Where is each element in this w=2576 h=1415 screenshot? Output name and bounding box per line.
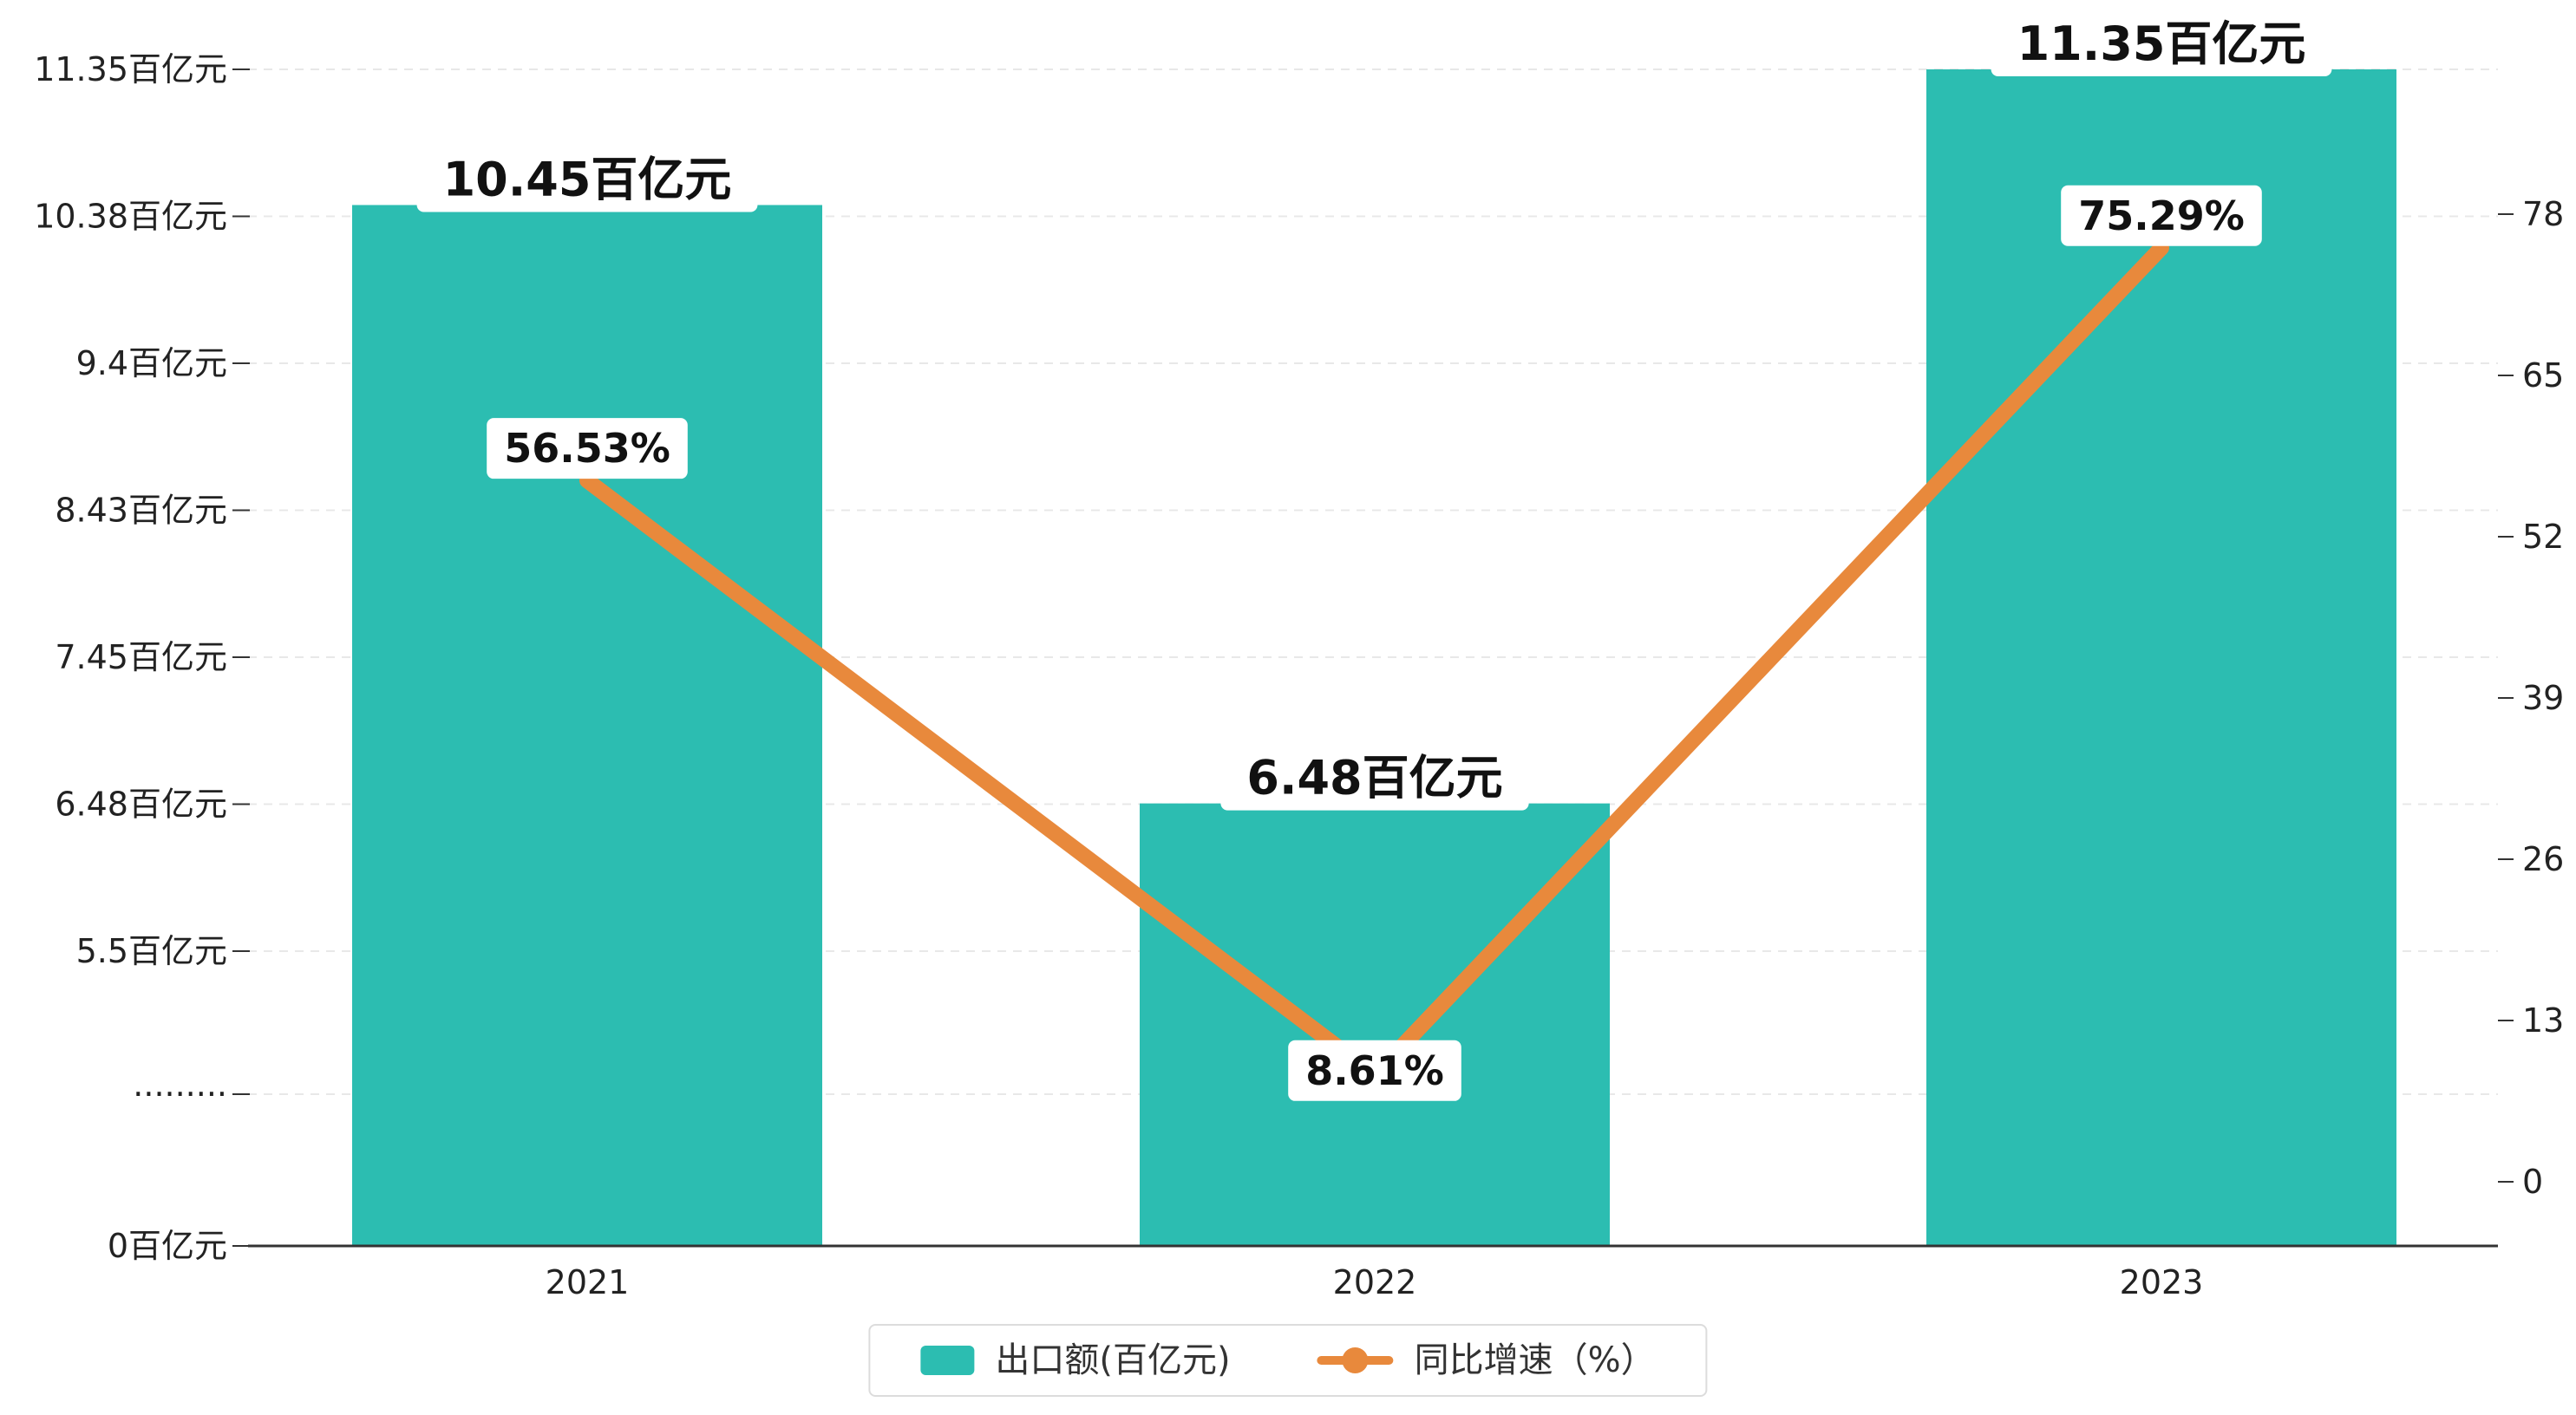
growth-rate-label-text: 8.61% <box>1305 1047 1444 1094</box>
bar-2021[interactable] <box>352 205 822 1246</box>
chart-legend: 出口额(百亿元) 同比增速（%） <box>868 1324 1708 1397</box>
bar-value-label: 11.35百亿元 <box>1991 11 2332 76</box>
bar-value-label: 6.48百亿元 <box>1220 745 1529 811</box>
growth-rate-label: 56.53% <box>487 418 688 479</box>
left-axis-label: 5.5百亿元 <box>76 932 227 970</box>
line-series-swatch <box>1317 1346 1394 1375</box>
left-axis-label: 8.43百亿元 <box>55 492 227 530</box>
growth-rate-label: 75.29% <box>2061 185 2262 246</box>
x-axis-label-2021: 2021 <box>546 1263 630 1301</box>
bar-value-label: 10.45百亿元 <box>416 147 758 212</box>
growth-rate-label-text: 56.53% <box>504 425 670 472</box>
right-axis-label: 65 <box>2522 356 2564 395</box>
x-axis-label-2023: 2023 <box>2120 1263 2204 1301</box>
legend-item-bar-series[interactable]: 出口额(百亿元) <box>920 1340 1231 1380</box>
bar-value-label-bg <box>1991 11 2332 76</box>
legend-label: 出口额(百亿元) <box>995 1340 1231 1380</box>
bar-2022[interactable] <box>1140 803 1610 1246</box>
x-axis-label-2022: 2022 <box>1333 1263 1417 1301</box>
left-axis-label: 7.45百亿元 <box>55 638 227 676</box>
left-axis-label: 11.35百亿元 <box>34 50 227 88</box>
left-axis-label: ········· <box>133 1075 227 1113</box>
right-axis-label: 78 <box>2522 195 2564 233</box>
bar-value-label-bg <box>1220 745 1529 811</box>
growth-rate-label-bg <box>1288 1040 1461 1101</box>
right-axis-label: 39 <box>2522 679 2564 717</box>
growth-rate-label: 8.61% <box>1288 1040 1461 1101</box>
right-axis-label: 0 <box>2522 1163 2543 1201</box>
left-axis-label: 0百亿元 <box>108 1227 227 1265</box>
bar-value-label-bg <box>416 147 758 212</box>
line-swatch-dot <box>1342 1347 1369 1373</box>
bar-value-label-text: 10.45百亿元 <box>443 152 732 206</box>
right-axis-label: 52 <box>2522 518 2564 556</box>
growth-rate-label-bg <box>2061 185 2262 246</box>
right-axis-label: 26 <box>2522 840 2564 878</box>
left-axis-label: 6.48百亿元 <box>55 786 227 824</box>
legend-item-line-series[interactable]: 同比增速（%） <box>1317 1343 1656 1378</box>
right-axis-label: 13 <box>2522 1001 2564 1040</box>
bar-value-label-text: 6.48百亿元 <box>1246 751 1502 805</box>
growth-rate-label-text: 75.29% <box>2078 192 2245 239</box>
left-axis-label: 10.38百亿元 <box>34 198 227 236</box>
legend-label: 同比增速（%） <box>1414 1340 1656 1380</box>
bar-2023[interactable] <box>1926 69 2396 1246</box>
bar-series-swatch <box>920 1346 975 1375</box>
growth-rate-label-bg <box>487 418 688 479</box>
left-axis-label: 9.4百亿元 <box>76 344 227 382</box>
bar-value-label-text: 11.35百亿元 <box>2017 16 2306 71</box>
